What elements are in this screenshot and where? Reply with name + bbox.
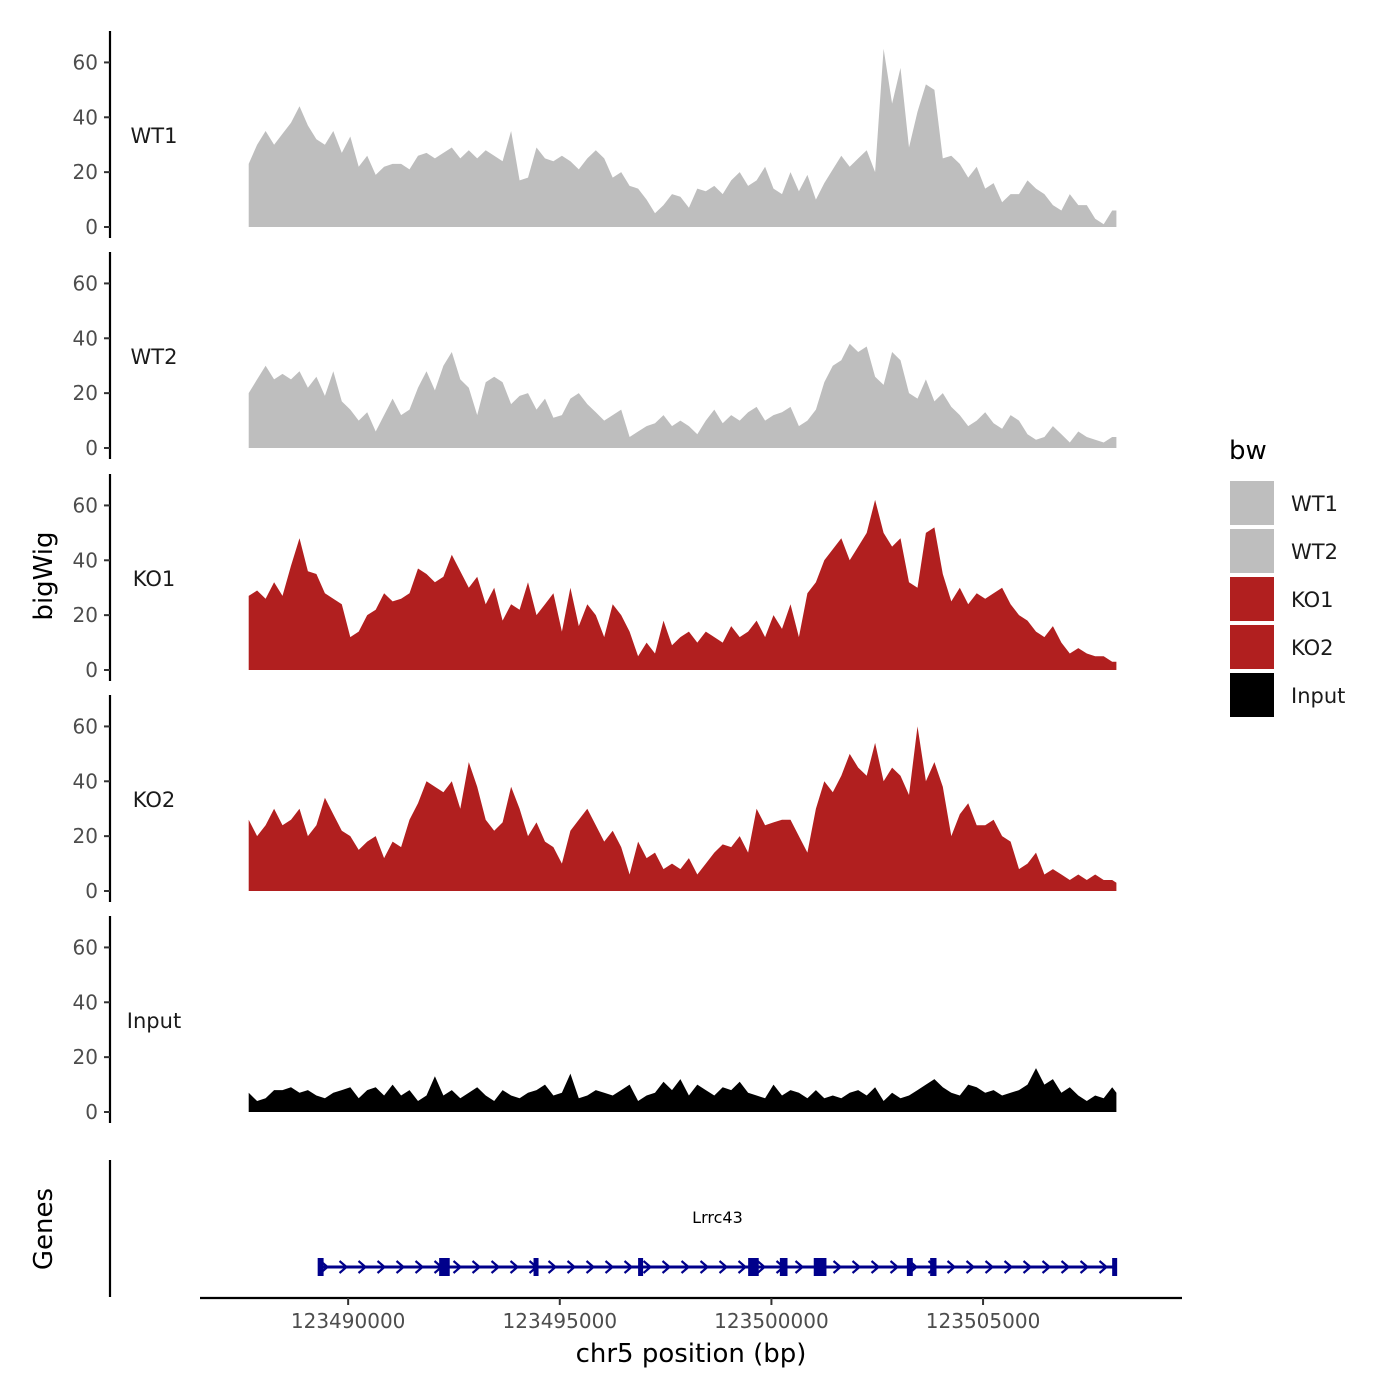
- gene-strand-arrow: [1060, 1260, 1071, 1274]
- gene-strand-arrow: [680, 1260, 691, 1274]
- gene-exon: [748, 1258, 759, 1276]
- gene-strand-arrow: [414, 1260, 425, 1274]
- y-tick-label: 40: [73, 769, 98, 793]
- x-tick-label: 123495000: [503, 1309, 618, 1333]
- gene-strand-arrow: [566, 1260, 577, 1274]
- gene-strand-arrow: [452, 1260, 463, 1274]
- y-tick-label: 60: [73, 271, 98, 295]
- gene-strand-arrow: [623, 1260, 634, 1274]
- legend-swatch-ko1: [1230, 577, 1274, 621]
- legend-label-input: Input: [1291, 684, 1345, 708]
- y-tick-label: 0: [85, 879, 98, 903]
- gene-strand-arrow: [1098, 1260, 1109, 1274]
- gene-strand-arrow: [946, 1260, 957, 1274]
- gene-exon: [533, 1258, 539, 1276]
- gene-strand-arrow: [851, 1260, 862, 1274]
- x-tick-label: 123505000: [926, 1309, 1041, 1333]
- gene-strand-arrow: [1022, 1260, 1033, 1274]
- area-series-input: [248, 1068, 1117, 1112]
- gene-exon: [930, 1258, 937, 1276]
- gene-strand-arrow: [870, 1260, 881, 1274]
- y-tick-label: 40: [73, 548, 98, 572]
- area-series-ko2: [248, 726, 1117, 891]
- track-label-ko1: KO1: [133, 567, 176, 591]
- track-label-input: Input: [127, 1009, 181, 1033]
- gene-strand-arrow: [965, 1260, 976, 1274]
- gene-strand-arrow: [395, 1260, 406, 1274]
- y-tick-label: 40: [73, 990, 98, 1014]
- gene-exon: [638, 1258, 644, 1276]
- legend-title: bw: [1229, 436, 1267, 466]
- y-tick-label: 20: [73, 381, 98, 405]
- y-tick-label: 20: [73, 824, 98, 848]
- gene-exon: [779, 1258, 788, 1276]
- gene-strand-arrow: [338, 1260, 349, 1274]
- y-tick-label: 60: [73, 935, 98, 959]
- legend-label-wt1: WT1: [1291, 492, 1338, 516]
- gene-strand-arrow: [642, 1260, 653, 1274]
- y-tick-label: 40: [73, 326, 98, 350]
- gene-strand-arrow: [1079, 1260, 1090, 1274]
- y-tick-label: 0: [85, 658, 98, 682]
- area-series-wt2: [248, 343, 1117, 448]
- gene-strand-arrow: [376, 1260, 387, 1274]
- legend-label-ko1: KO1: [1291, 588, 1334, 612]
- genes-axis-title: Genes: [29, 1188, 59, 1270]
- gene-exon: [813, 1258, 827, 1276]
- x-tick-label: 123500000: [714, 1309, 829, 1333]
- y-tick-label: 20: [73, 160, 98, 184]
- gene-strand-arrow: [756, 1260, 767, 1274]
- area-series-wt1: [248, 48, 1117, 228]
- area-series-ko1: [248, 499, 1117, 670]
- gene-strand-arrow: [832, 1260, 843, 1274]
- gene-strand-arrow: [889, 1260, 900, 1274]
- y-tick-label: 40: [73, 105, 98, 129]
- legend-swatch-input: [1230, 673, 1274, 717]
- gene-exon: [317, 1258, 324, 1276]
- track-label-wt2: WT2: [131, 345, 178, 369]
- legend-label-wt2: WT2: [1291, 540, 1338, 564]
- gene-strand-arrow: [984, 1260, 995, 1274]
- gene-exon: [439, 1258, 450, 1276]
- y-tick-label: 60: [73, 714, 98, 738]
- x-tick-label: 123490000: [291, 1309, 406, 1333]
- legend-swatch-ko2: [1230, 625, 1274, 669]
- gene-strand-arrow: [604, 1260, 615, 1274]
- y-axis-title: bigWig: [29, 531, 59, 620]
- gene-strand-arrow: [471, 1260, 482, 1274]
- y-tick-label: 0: [85, 215, 98, 239]
- y-tick-label: 20: [73, 603, 98, 627]
- gene-exon: [1112, 1258, 1118, 1276]
- gene-exon: [906, 1258, 913, 1276]
- gene-strand-arrow: [718, 1260, 729, 1274]
- gene-strand-arrow: [1041, 1260, 1052, 1274]
- y-tick-label: 60: [73, 50, 98, 74]
- gene-strand-arrow: [699, 1260, 710, 1274]
- y-tick-label: 0: [85, 1100, 98, 1124]
- gene-strand-arrow: [490, 1260, 501, 1274]
- legend-swatch-wt2: [1230, 529, 1274, 573]
- gene-strand-arrow: [547, 1260, 558, 1274]
- x-axis-title: chr5 position (bp): [576, 1339, 807, 1369]
- y-tick-label: 0: [85, 436, 98, 460]
- track-label-ko2: KO2: [133, 788, 176, 812]
- gene-name-label: Lrrc43: [692, 1208, 743, 1227]
- legend-label-ko2: KO2: [1291, 636, 1334, 660]
- gene-strand-arrow: [509, 1260, 520, 1274]
- gene-strand-arrow: [1003, 1260, 1014, 1274]
- gene-strand-arrow: [794, 1260, 805, 1274]
- gene-strand-arrow: [737, 1260, 748, 1274]
- gene-strand-arrow: [585, 1260, 596, 1274]
- legend-swatch-wt1: [1230, 481, 1274, 525]
- gene-strand-arrow: [661, 1260, 672, 1274]
- gene-strand-arrow: [357, 1260, 368, 1274]
- y-tick-label: 20: [73, 1045, 98, 1069]
- y-tick-label: 60: [73, 493, 98, 517]
- track-label-wt1: WT1: [131, 124, 178, 148]
